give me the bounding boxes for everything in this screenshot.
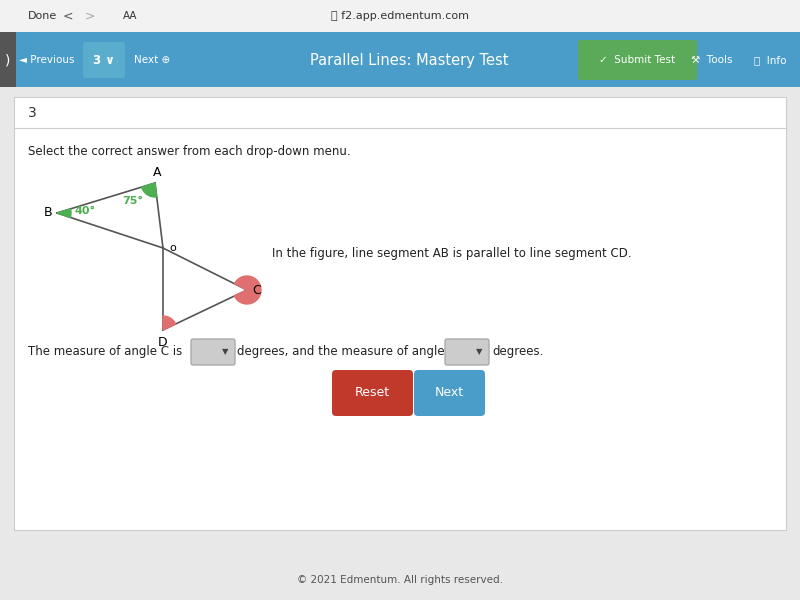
FancyBboxPatch shape <box>445 339 489 365</box>
Text: Done: Done <box>28 11 58 21</box>
Text: Parallel Lines: Mastery Test: Parallel Lines: Mastery Test <box>310 52 509 67</box>
Text: C: C <box>253 283 262 296</box>
Text: degrees.: degrees. <box>492 346 543 358</box>
FancyBboxPatch shape <box>191 339 235 365</box>
FancyBboxPatch shape <box>83 42 125 78</box>
Text: 3: 3 <box>28 106 37 120</box>
Text: ⓘ  Info: ⓘ Info <box>754 55 786 65</box>
FancyBboxPatch shape <box>414 370 485 416</box>
Polygon shape <box>163 316 176 330</box>
Text: A: A <box>153 166 162 179</box>
Text: ◄ Previous: ◄ Previous <box>19 55 74 65</box>
Polygon shape <box>142 183 157 197</box>
Text: AA: AA <box>122 11 138 21</box>
Text: ⚒  Tools: ⚒ Tools <box>691 55 733 65</box>
Text: o: o <box>170 243 176 253</box>
Text: ▼: ▼ <box>476 347 482 356</box>
FancyBboxPatch shape <box>578 40 697 80</box>
Text: ▼: ▼ <box>222 347 228 356</box>
Text: Select the correct answer from each drop-down menu.: Select the correct answer from each drop… <box>28 145 350 158</box>
FancyBboxPatch shape <box>14 97 786 530</box>
Text: The measure of angle C is: The measure of angle C is <box>28 346 182 358</box>
Text: B: B <box>44 206 52 220</box>
Text: <: < <box>62 10 74 22</box>
Text: ✓  Submit Test: ✓ Submit Test <box>599 55 675 65</box>
Bar <box>0 0 800 32</box>
Bar <box>0 32 16 87</box>
Text: Reset: Reset <box>354 386 390 400</box>
Text: Next: Next <box>434 386 463 400</box>
Text: 3 ∨: 3 ∨ <box>93 53 115 67</box>
Polygon shape <box>234 276 261 304</box>
Bar <box>0 32 800 87</box>
Text: >: > <box>85 10 95 22</box>
FancyBboxPatch shape <box>332 370 413 416</box>
Text: 🔒 f2.app.edmentum.com: 🔒 f2.app.edmentum.com <box>331 11 469 21</box>
Polygon shape <box>57 209 71 217</box>
Text: degrees, and the measure of angles D is: degrees, and the measure of angles D is <box>237 346 477 358</box>
Text: © 2021 Edmentum. All rights reserved.: © 2021 Edmentum. All rights reserved. <box>297 575 503 585</box>
Text: In the figure, line segment AB is parallel to line segment CD.: In the figure, line segment AB is parall… <box>272 247 632 259</box>
Text: 40°: 40° <box>74 206 95 216</box>
Text: 75°: 75° <box>122 196 143 206</box>
Text: ): ) <box>6 53 10 67</box>
Text: D: D <box>158 335 168 349</box>
Text: Next ⊕: Next ⊕ <box>134 55 170 65</box>
